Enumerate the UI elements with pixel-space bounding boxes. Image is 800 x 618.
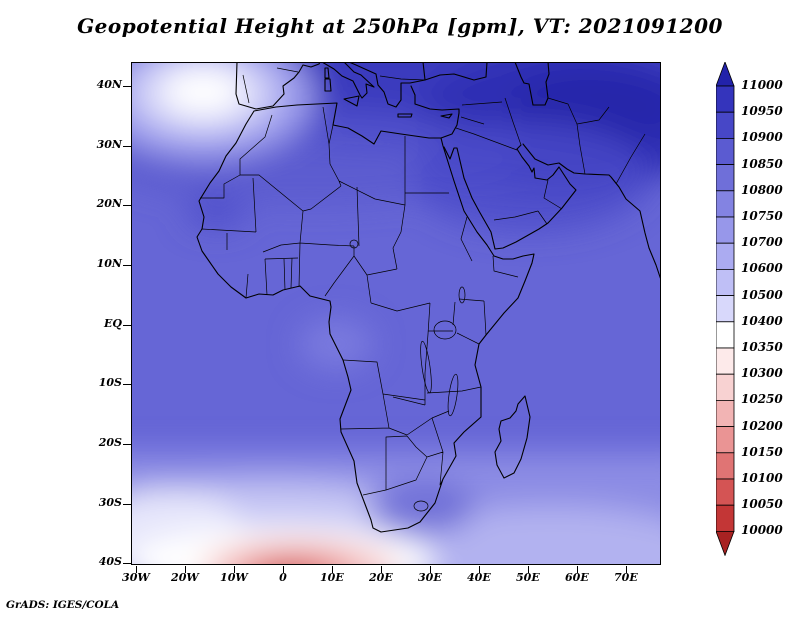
colorbar-tick-label: 10900: [741, 130, 783, 145]
madagascar-coastline: [494, 395, 531, 479]
lat-tick-mark: [123, 384, 131, 386]
balkans-turkey-coastline: [348, 62, 488, 139]
lat-tick-mark: [123, 563, 131, 565]
arabia-coastline: [443, 144, 577, 250]
lon-tick-mark: [331, 566, 333, 573]
lake-malawi: [447, 373, 459, 417]
colorbar-tick-label: 11000: [741, 78, 783, 92]
lon-tick-label: 20E: [369, 571, 393, 584]
colorbar-tick-label: 10750: [741, 209, 783, 223]
lat-tick-label: 30N: [96, 137, 122, 151]
lat-tick-mark: [123, 86, 131, 87]
lon-tick-mark: [527, 566, 529, 573]
colorbar-tick-label: 10600: [741, 261, 783, 276]
middle-east-borders: [455, 97, 646, 225]
lat-tick-label: 40N: [96, 78, 122, 91]
lake-turkana: [458, 286, 466, 304]
country-borders: [200, 67, 646, 512]
lon-tick-label: 10W: [220, 571, 248, 584]
lat-tick-mark: [123, 443, 131, 445]
colorbar: [715, 60, 735, 557]
colorbar-tick-label: 10850: [741, 156, 783, 171]
colorbar-tick-label: 10400: [741, 313, 783, 328]
iberia-france-coastline: [235, 62, 321, 110]
lat-tick-mark: [123, 503, 131, 505]
colorbar-tick-label: 10100: [741, 471, 783, 485]
lon-tick-label: 40E: [467, 571, 491, 584]
cyprus-coastline: [440, 113, 453, 119]
lake-chad: [349, 239, 359, 249]
lon-tick-mark: [282, 566, 284, 573]
lon-tick-label: 10E: [320, 571, 344, 584]
lat-tick-label: 20N: [96, 197, 122, 211]
filled-contour-field: [131, 62, 661, 565]
lat-tick-label: 10S: [98, 376, 122, 390]
grads-credit: GrADS: IGES/COLA: [6, 599, 120, 611]
africa-coastline: [196, 102, 535, 533]
sicily-coastline: [343, 95, 360, 107]
lon-tick-label: 20W: [171, 571, 199, 584]
italy-coastline: [321, 62, 375, 99]
lon-tick-label: 50E: [516, 571, 540, 584]
lat-tick-mark: [123, 145, 131, 147]
colorbar-tick-label: 10200: [741, 418, 783, 433]
lat-tick-label: 20S: [98, 435, 122, 449]
colorbar-tick-label: 10500: [741, 287, 783, 302]
lat-tick-mark: [123, 264, 131, 266]
lon-tick-label: 60E: [565, 571, 589, 584]
colorbar-tick-label: 10300: [741, 366, 783, 381]
lat-tick-label: 10N: [96, 256, 122, 270]
lon-tick-mark: [184, 566, 186, 573]
lon-tick-mark: [233, 566, 235, 573]
chart-title: Geopotential Height at 250hPa [gpm], VT:…: [77, 14, 723, 38]
colorbar-tick-label: 10950: [741, 104, 783, 119]
lat-tick-label: EQ: [104, 316, 122, 330]
lon-tick-mark: [380, 566, 382, 573]
lake-tanganyika: [420, 340, 432, 394]
lon-tick-label: 30E: [418, 571, 442, 584]
europe-borders: [242, 67, 426, 104]
colorbar-tick-label: 10250: [741, 392, 783, 407]
colorbar-tick-label: 10700: [741, 235, 783, 250]
sardinia-coastline: [324, 78, 332, 92]
lat-tick-label: 30S: [98, 495, 122, 509]
lesotho-border: [413, 500, 429, 512]
lon-tick-mark: [429, 566, 431, 573]
lat-tick-mark: [123, 324, 131, 326]
iran-india-coastline: [522, 143, 661, 281]
lon-tick-label: 0: [279, 571, 287, 584]
lon-tick-mark: [135, 566, 137, 573]
caspian-coastline: [514, 62, 550, 106]
colorbar-tick-label: 10050: [741, 497, 783, 512]
colorbar-tick-label: 10350: [741, 340, 783, 354]
lon-tick-label: 30W: [122, 571, 150, 584]
africa-borders: [200, 106, 519, 496]
coastlines: [196, 62, 661, 533]
plot-frame: [131, 62, 661, 565]
colorbar-tick-label: 10000: [741, 523, 783, 538]
map-plot: [131, 62, 661, 565]
lat-tick-mark: [123, 205, 131, 207]
lon-tick-label: 70E: [614, 571, 638, 584]
lon-tick-mark: [576, 566, 578, 573]
colorbar-tick-label: 10800: [741, 182, 783, 197]
corsica-coastline: [324, 67, 330, 79]
lat-tick-label: 40S: [98, 555, 122, 569]
crete-coastline: [397, 113, 413, 118]
lon-tick-mark: [478, 566, 480, 573]
lake-victoria: [433, 320, 457, 340]
lon-tick-mark: [625, 566, 627, 573]
colorbar-tick-label: 10150: [741, 444, 783, 459]
